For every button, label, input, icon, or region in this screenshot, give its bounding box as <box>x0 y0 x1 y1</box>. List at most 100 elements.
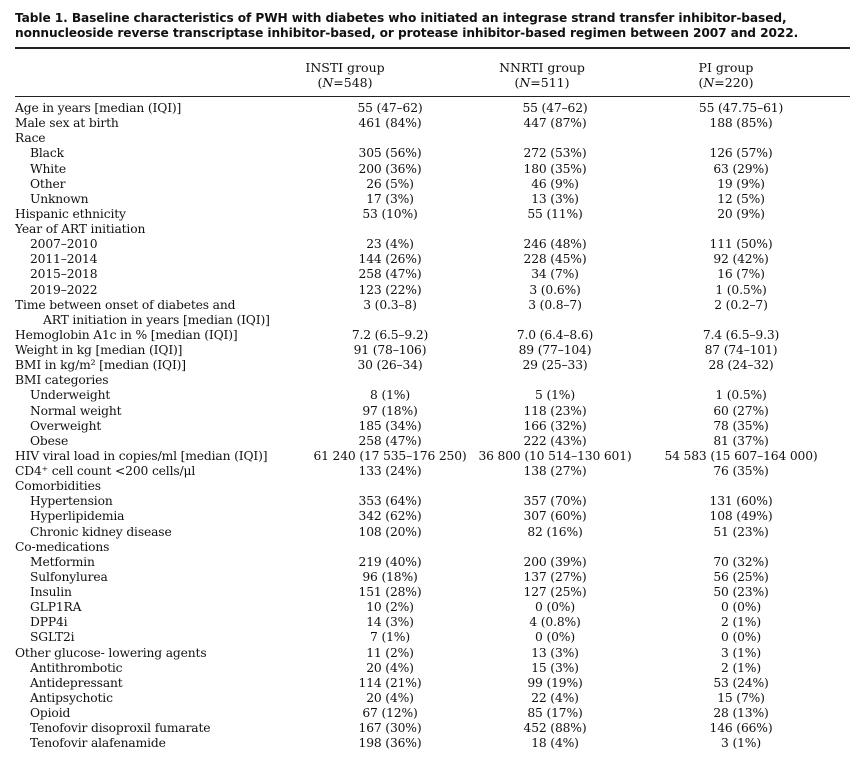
nnrti-cell: 137 (27%) <box>523 569 587 584</box>
pi-cell: 3 (1%) <box>721 736 761 751</box>
row-label: Year of ART initiation <box>15 222 146 236</box>
nnrti-cell: 180 (35%) <box>523 161 587 176</box>
pi-cell: 28 (13%) <box>713 706 769 720</box>
nnrti-cell: 15 (3%) <box>531 660 579 675</box>
column-header-n: (N=220) <box>698 75 754 90</box>
pi-cell: 2 (1%) <box>721 660 761 675</box>
table-body: Age in years [median (IQI)] 55 (47–62) 55 … <box>0 101 866 751</box>
column-header-name: NNRTI group <box>499 60 585 75</box>
row-label: Male sex at birth <box>15 116 119 131</box>
nnrti-cell: 127 (25%) <box>523 585 587 599</box>
row-label: CD4⁺ cell count <200 cells/μl <box>15 464 196 478</box>
table-row: Black 305 (56%) 272 (53%) 126 (57%) <box>0 146 866 161</box>
row-label: Overweight <box>30 418 102 433</box>
row-label: Black <box>30 146 64 161</box>
nnrti-cell: 85 (17%) <box>527 706 583 720</box>
row-label: Underweight <box>30 388 111 403</box>
insti-cell: 26 (5%) <box>366 176 414 191</box>
table-row: 2011–2014 144 (26%) 228 (45%) 92 (42%) <box>0 252 866 267</box>
table-row: Antipsychotic 20 (4%) 22 (4%) 15 (7%) <box>0 691 866 706</box>
pi-cell: 0 (0%) <box>721 630 761 645</box>
insti-cell: 219 (40%) <box>358 554 422 569</box>
row-label: 2019–2022 <box>30 282 98 297</box>
insti-cell: 11 (2%) <box>366 645 414 660</box>
pi-cell: 63 (29%) <box>713 161 769 176</box>
pi-cell: 131 (60%) <box>709 494 773 509</box>
table-row: Male sex at birth 461 (84%) 447 (87%) 188 (… <box>0 116 866 131</box>
row-label: 2007–2010 <box>30 237 98 252</box>
row-label: Race <box>15 131 46 146</box>
row-label: Hemoglobin A1c in % [median (IQI)] <box>15 327 238 342</box>
table-row: Race <box>0 131 866 146</box>
table-row: BMI in kg/m² [median (IQI)] 30 (26–34) 29 … <box>0 358 866 373</box>
table-row: Overweight 185 (34%) 166 (32%) 78 (35%) <box>0 419 866 434</box>
row-label: Antithrombotic <box>30 660 123 675</box>
table-row: Hypertension 353 (64%) 357 (70%) 131 (60%) <box>0 494 866 509</box>
row-label: Tenofovir alafenamide <box>30 736 166 751</box>
nnrti-cell: 200 (39%) <box>523 554 587 569</box>
pi-cell: 16 (7%) <box>717 267 765 282</box>
table-row: BMI categories <box>0 373 866 388</box>
table-row: Other 26 (5%) 46 (9%) 19 (9%) <box>0 177 866 192</box>
insti-cell: 55 (47–62) <box>357 101 423 115</box>
table-row: Antithrombotic 20 (4%) 15 (3%) 2 (1%) <box>0 661 866 676</box>
nnrti-cell: 228 (45%) <box>523 252 587 267</box>
nnrti-cell: 89 (77–104) <box>518 343 592 357</box>
table-row: Comorbidities <box>0 479 866 494</box>
table-row: Co-medications <box>0 540 866 555</box>
row-label: 2015–2018 <box>30 267 98 282</box>
row-label: SGLT2i <box>30 630 75 645</box>
column-header-pi: PI group (N=220) <box>646 60 806 90</box>
nnrti-cell: 82 (16%) <box>527 524 583 539</box>
column-header-name: PI group <box>698 60 754 75</box>
nnrti-cell: 29 (25–33) <box>522 358 588 373</box>
nnrti-cell: 99 (19%) <box>527 675 583 690</box>
table-row: Antidepressant 114 (21%) 99 (19%) 53 (24%) <box>0 676 866 691</box>
insti-cell: 61 240 (17 535–176 250) <box>313 448 467 463</box>
insti-cell: 167 (30%) <box>358 721 422 736</box>
table-row: Sulfonylurea 96 (18%) 137 (27%) 56 (25%) <box>0 570 866 585</box>
insti-cell: 123 (22%) <box>358 282 422 297</box>
pi-cell: 54 583 (15 607–164 000) <box>664 448 818 463</box>
header-rule <box>15 96 850 97</box>
nnrti-cell: 3 (0.8–7) <box>528 297 582 312</box>
pi-cell: 2 (1%) <box>721 615 761 630</box>
table-row: Underweight 8 (1%) 5 (1%) 1 (0.5%) <box>0 388 866 403</box>
table-row: Tenofovir disoproxil fumarate 167 (30%) 45… <box>0 721 866 736</box>
nnrti-cell: 13 (3%) <box>531 191 579 206</box>
table-row: Tenofovir alafenamide 198 (36%) 18 (4%) 3 (… <box>0 736 866 751</box>
row-label: Hyperlipidemia <box>30 509 125 524</box>
pi-cell: 0 (0%) <box>721 600 761 615</box>
nnrti-cell: 166 (32%) <box>523 418 587 433</box>
pi-cell: 51 (23%) <box>713 524 769 539</box>
pi-cell: 55 (47.75–61) <box>698 101 784 115</box>
pi-cell: 3 (1%) <box>721 645 761 660</box>
nnrti-cell: 357 (70%) <box>523 494 587 509</box>
nnrti-cell: 7.0 (6.4–8.6) <box>516 327 594 342</box>
pi-cell: 28 (24–32) <box>708 358 774 373</box>
nnrti-cell: 307 (60%) <box>523 509 587 524</box>
row-label: Time between onset of diabetes and <box>15 297 236 312</box>
column-header-n: (N=548) <box>317 75 373 90</box>
pi-cell: 19 (9%) <box>717 176 765 191</box>
pi-cell: 15 (7%) <box>717 690 765 705</box>
table-row: SGLT2i 7 (1%) 0 (0%) 0 (0%) <box>0 630 866 645</box>
nnrti-cell: 46 (9%) <box>531 176 579 191</box>
row-label: GLP1RA <box>30 600 82 615</box>
insti-cell: 7 (1%) <box>370 630 410 645</box>
insti-cell: 305 (56%) <box>358 146 422 161</box>
nnrti-cell: 118 (23%) <box>523 403 587 418</box>
insti-cell: 258 (47%) <box>358 433 422 448</box>
row-label: Hispanic ethnicity <box>15 206 126 221</box>
insti-cell: 185 (34%) <box>358 418 422 433</box>
table-row: Hyperlipidemia 342 (62%) 307 (60%) 108 (49%… <box>0 509 866 524</box>
insti-cell: 8 (1%) <box>370 388 410 403</box>
row-label: Other glucose- lowering agents <box>15 645 207 660</box>
row-label: Normal weight <box>30 403 122 418</box>
insti-cell: 23 (4%) <box>366 237 414 252</box>
table-row: ART initiation in years [median (IQI)] <box>0 313 866 328</box>
row-label: DPP4i <box>30 615 68 630</box>
nnrti-cell: 55 (11%) <box>527 206 583 221</box>
pi-cell: 108 (49%) <box>709 509 773 524</box>
pi-cell: 111 (50%) <box>709 237 773 252</box>
